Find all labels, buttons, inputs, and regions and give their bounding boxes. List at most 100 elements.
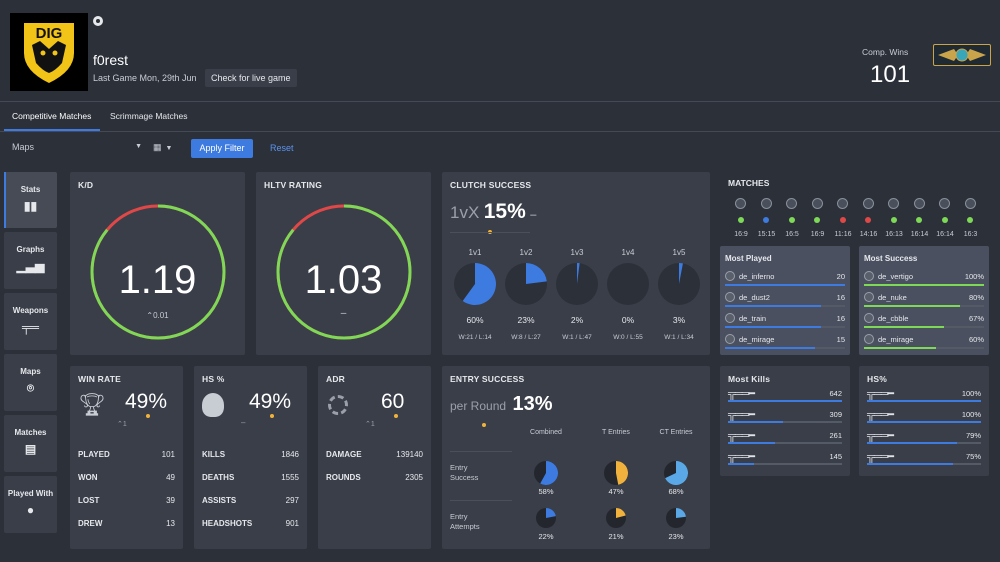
entry-row-divider	[450, 451, 512, 452]
match-map-icon[interactable]	[913, 198, 925, 209]
clutch-panel: CLUTCH SUCCESS 1vX 15% – 1v1 60% W:21 / L:…	[442, 172, 710, 355]
clutch-prefix: 1vX	[450, 203, 480, 222]
match-map-icon[interactable]	[735, 198, 746, 209]
map-row[interactable]: de_vertigo 100%	[864, 271, 984, 291]
most-kills-panel: Most Kills ╦══━ 642 ╦══━ 309 ╦══━ 261 ╦══━ 145	[720, 366, 850, 476]
sidebar-item-graphs[interactable]: Graphs ▁▃▅	[4, 232, 57, 289]
stat-row: PLAYED 101	[78, 450, 175, 462]
map-row[interactable]: de_mirage 60%	[864, 334, 984, 354]
match-result-dot	[865, 217, 871, 223]
clutch-item: 1v4 0% W:0 / L:55	[605, 248, 651, 341]
kd-ring	[90, 204, 226, 340]
steam-icon[interactable]	[93, 16, 103, 26]
stat-row: HEADSHOTS 901	[202, 519, 299, 531]
winrate-title: WIN RATE	[78, 374, 121, 384]
date-picker[interactable]: ▦ ▼	[153, 142, 172, 153]
clutch-pie-wrap	[554, 263, 600, 307]
reset-button[interactable]: Reset	[270, 143, 294, 153]
weapon-bar-fill	[728, 421, 783, 423]
clutch-wl: W:1 / L:47	[562, 334, 592, 341]
map-bar	[864, 305, 984, 307]
winrate-panel: WIN RATE 🏆︎ 49% ⌃1 PLAYED 101 WON 49 LOST 39 D…	[70, 366, 183, 549]
weapon-row[interactable]: ╦══━ 261	[728, 430, 842, 450]
match-map-icon[interactable]	[837, 198, 848, 209]
match-result-dot	[967, 217, 973, 223]
stat-row: DREW 13	[78, 519, 175, 531]
map-bar	[725, 284, 845, 286]
map-icon	[725, 313, 735, 323]
sidebar-item-stats[interactable]: Stats ▮▮	[4, 172, 57, 228]
entry-prefix: per Round	[450, 399, 507, 413]
entry-value: 13%	[512, 393, 553, 415]
map-bar-fill	[725, 284, 845, 286]
match-map-icon[interactable]	[862, 198, 874, 209]
match-map-icon[interactable]	[888, 198, 899, 209]
map-row[interactable]: de_nuke 80%	[864, 292, 984, 312]
map-bar-fill	[725, 305, 821, 307]
weapon-row[interactable]: ╦══━ 145	[728, 451, 842, 471]
weapon-row[interactable]: ╦══━ 642	[728, 388, 842, 408]
weapon-value: 145	[829, 452, 842, 461]
clutch-pie	[454, 263, 496, 305]
entry-pie	[536, 508, 556, 528]
stat-row: ASSISTS 297	[202, 496, 299, 508]
clutch-wl: W:8 / L:27	[511, 334, 541, 341]
map-row[interactable]: de_mirage 15	[725, 334, 845, 354]
winrate-value: 49%	[125, 390, 168, 413]
map-value: 20	[836, 272, 845, 281]
hs-value: 49%	[249, 390, 292, 413]
tab-competitive[interactable]: Competitive Matches	[12, 111, 92, 121]
match-map-icon[interactable]	[811, 198, 823, 209]
hs-weapons-title: HS%	[867, 374, 887, 384]
match-map-icon[interactable]	[964, 198, 976, 209]
sidebar-item-maps[interactable]: Maps ⌾	[4, 354, 57, 411]
clutch-label: 1v1	[468, 248, 482, 257]
sidebar-item-weapons[interactable]: Weapons ╤═	[4, 293, 57, 350]
match-score: 11:16	[834, 231, 852, 238]
match-map-icon[interactable]	[786, 198, 797, 209]
kd-value: 1.19	[118, 258, 197, 302]
weapon-value: 261	[829, 431, 842, 440]
clutch-item: 1v2 23% W:8 / L:27	[503, 248, 549, 341]
weapon-row[interactable]: ╦══━ 100%	[867, 409, 981, 429]
map-bar	[725, 326, 845, 328]
maps-select[interactable]: Maps ▼	[12, 142, 142, 152]
weapon-row[interactable]: ╦══━ 100%	[867, 388, 981, 408]
adr-panel: ADR 60 ⌃1 DAMAGE 139140 ROUNDS 2305	[318, 366, 431, 549]
map-value: 67%	[968, 314, 984, 323]
stat-row: LOST 39	[78, 496, 175, 508]
entry-pct: 47%	[608, 487, 624, 496]
entry-pct: 68%	[668, 487, 684, 496]
map-row[interactable]: de_cbble 67%	[864, 313, 984, 333]
map-bar	[725, 305, 845, 307]
pie-slice	[676, 508, 686, 518]
bar-chart-icon: ▮▮	[23, 199, 38, 213]
chevron-down-icon: ▼	[135, 143, 142, 150]
match-map-icon[interactable]	[939, 198, 950, 209]
sidebar-item-label: Maps	[20, 367, 41, 376]
most-played-title: Most Played	[725, 254, 772, 263]
map-row[interactable]: de_train 16	[725, 313, 845, 333]
clutch-pie	[658, 263, 700, 305]
match-score: 16:14	[910, 231, 929, 238]
weapon-value: 309	[829, 410, 842, 419]
stat-row: DEATHS 1555	[202, 473, 299, 485]
map-value: 16	[836, 293, 845, 302]
map-bar-fill	[725, 347, 815, 349]
match-score: 16:9	[734, 231, 748, 238]
entry-pct: 58%	[538, 487, 554, 496]
weapon-row[interactable]: ╦══━ 79%	[867, 430, 981, 450]
match-map-icon[interactable]	[760, 198, 772, 209]
apply-filter-button[interactable]: Apply Filter	[191, 139, 253, 158]
tab-scrimmage[interactable]: Scrimmage Matches	[110, 111, 188, 121]
weapon-row[interactable]: ╦══━ 309	[728, 409, 842, 429]
map-row[interactable]: de_dust2 16	[725, 292, 845, 312]
sidebar-item-played-with[interactable]: Played With ●	[4, 476, 57, 533]
map-row[interactable]: de_inferno 20	[725, 271, 845, 291]
weapon-row[interactable]: ╦══━ 75%	[867, 451, 981, 471]
match-score: 16:5	[785, 231, 799, 238]
sidebar-item-matches[interactable]: Matches ▤	[4, 415, 57, 472]
kd-delta-value: 0.01	[153, 311, 169, 320]
pie-slice	[577, 263, 580, 284]
check-live-button[interactable]: Check for live game	[205, 69, 297, 87]
